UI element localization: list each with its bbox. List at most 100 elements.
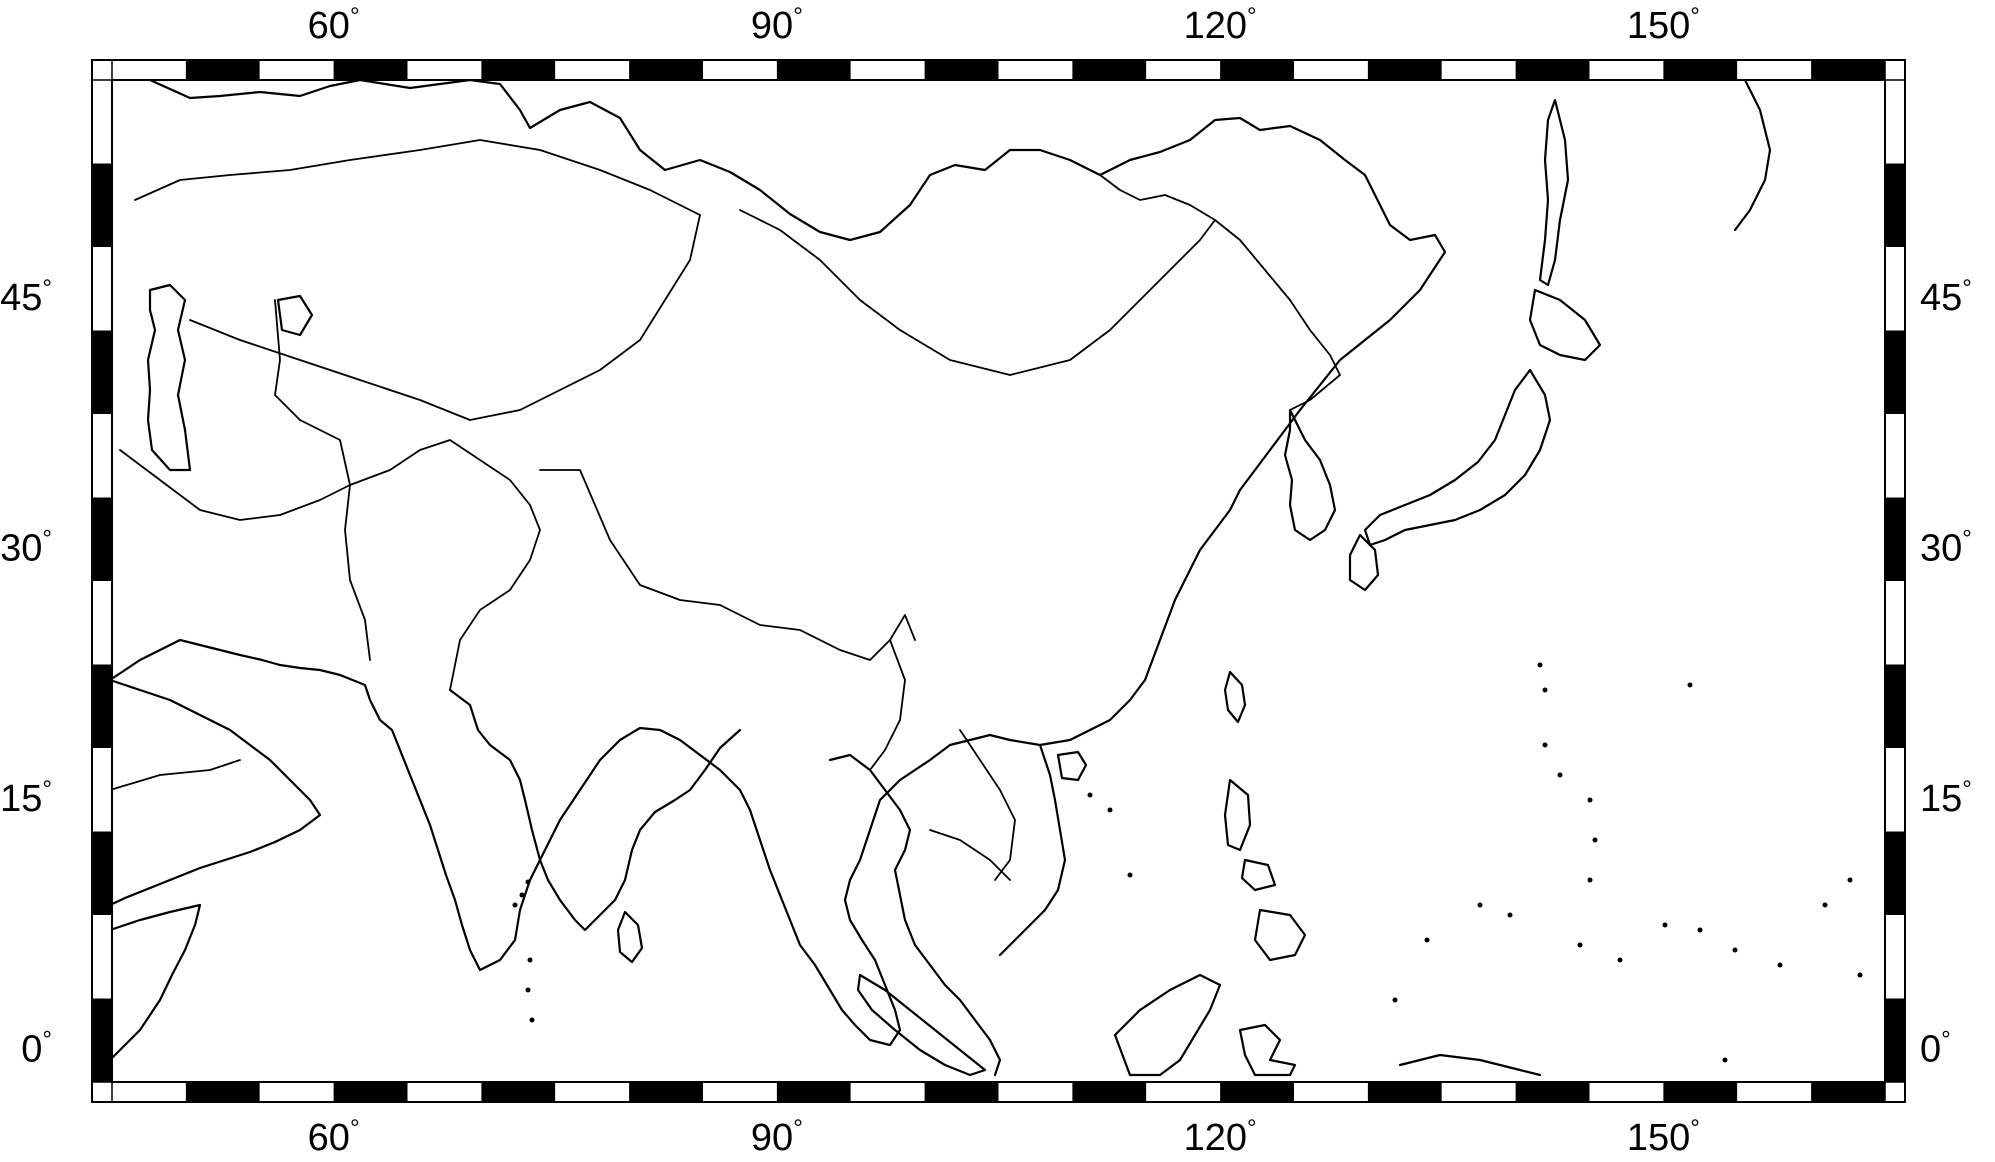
coastline-sakhalin <box>1538 98 1570 287</box>
frame-corner <box>1884 1081 1906 1103</box>
frame-band-bottom <box>1663 1082 1738 1102</box>
lon-label-top: 150° <box>1627 3 1700 47</box>
frame-band-left <box>92 664 112 748</box>
lon-label-bottom: 90° <box>751 1115 803 1159</box>
border-turkmenistan <box>274 299 351 486</box>
island-dot <box>525 879 531 885</box>
coastline-taiwan <box>1223 670 1247 724</box>
frame-band-bottom <box>629 1082 703 1102</box>
island-dot <box>1537 662 1543 668</box>
frame-band-top <box>1220 60 1294 80</box>
lat-label-left: 15° <box>0 776 52 820</box>
frame-band-bottom <box>112 1082 186 1102</box>
frame-corner <box>1884 59 1906 81</box>
coastline-hokkaido <box>1528 288 1602 362</box>
island-dot <box>529 1017 535 1023</box>
frame-band-top <box>629 60 703 80</box>
island-dot <box>1722 1057 1728 1063</box>
frame-band-right <box>1885 497 1905 581</box>
border-russia-kazakhstan <box>134 139 701 216</box>
border-myanmar <box>869 639 906 771</box>
border-laos-vietnam <box>959 729 1016 881</box>
frame-band-left <box>92 330 112 414</box>
frame-band-top <box>185 60 260 80</box>
frame-band-right <box>1885 915 1905 999</box>
frame-band-right <box>1885 998 1905 1082</box>
island-dot <box>1857 972 1863 978</box>
island-dot <box>1127 872 1133 878</box>
lon-label-top: 60° <box>308 3 360 47</box>
frame-band-top <box>333 60 408 80</box>
frame-band-top <box>1441 60 1516 80</box>
land-outlines <box>108 70 1772 1077</box>
frame-band-left <box>92 163 112 247</box>
frame-band-bottom <box>703 1082 777 1102</box>
island-dot <box>525 987 531 993</box>
island-dot <box>1577 942 1583 948</box>
border-iran <box>119 449 371 661</box>
coastline-arabia <box>108 678 322 907</box>
frame-band-right <box>1885 163 1905 247</box>
border-china-north <box>1214 219 1341 411</box>
frame-band-top <box>776 60 851 80</box>
lat-label-left: 30° <box>0 526 52 570</box>
frame-band-bottom <box>1811 1082 1885 1102</box>
island-dot <box>1687 682 1693 688</box>
border-kazakhstan-south <box>189 214 701 421</box>
frame-band-left <box>92 915 112 999</box>
lon-label-bottom: 60° <box>308 1115 360 1159</box>
frame-band-top <box>555 60 630 80</box>
frame-band-bottom <box>924 1082 999 1102</box>
frame-band-left <box>92 581 112 665</box>
border-mongolia <box>739 174 1216 376</box>
frame-band-bottom <box>1367 1082 1442 1102</box>
island-dot <box>1662 922 1668 928</box>
coastline-sumatra <box>856 973 987 1077</box>
island-dot <box>1592 837 1598 843</box>
island-dot <box>1557 772 1563 778</box>
frame-band-top <box>1367 60 1442 80</box>
frame-band-top <box>924 60 999 80</box>
island-dot <box>1822 902 1828 908</box>
frame-band-bottom <box>555 1082 630 1102</box>
coastline-india <box>448 688 742 932</box>
frame-band-right <box>1885 748 1905 832</box>
coastline-new-guinea <box>1398 1053 1542 1077</box>
frame-band-bottom <box>850 1082 925 1102</box>
coastline-visayas <box>1240 858 1277 892</box>
border-thailand-cambodia <box>929 829 1011 881</box>
frame-band-right <box>1885 831 1905 915</box>
frame-band-bottom <box>998 1082 1073 1102</box>
coastline-korea <box>1283 408 1337 542</box>
caspian-sea-shore <box>146 283 192 472</box>
coastline-kyushu <box>1348 533 1380 592</box>
coastline-vietnam <box>998 743 1067 957</box>
lat-label-right: 15° <box>1920 776 1972 820</box>
frame-band-bottom <box>776 1082 851 1102</box>
aral-sea-shore <box>276 294 314 337</box>
frame-band-left <box>92 247 112 331</box>
frame-band-top <box>1146 60 1221 80</box>
frame-band-top <box>259 60 334 80</box>
lat-label-right: 45° <box>1920 275 1972 319</box>
island-dots <box>512 662 1863 1063</box>
frame-band-left <box>92 80 112 164</box>
island-dot <box>1587 877 1593 883</box>
frame-band-bottom <box>1146 1082 1221 1102</box>
frame-band-top <box>407 60 482 80</box>
coastline-honshu <box>1363 368 1552 547</box>
frame-band-right <box>1885 664 1905 748</box>
island-dot <box>1507 912 1513 918</box>
frame-band-top <box>1737 60 1812 80</box>
lat-label-left: 45° <box>0 275 52 319</box>
lat-label-right: 30° <box>1920 526 1972 570</box>
coastline-africa-horn <box>108 903 202 1062</box>
island-dot <box>1542 687 1548 693</box>
frame-band-bottom <box>1220 1082 1294 1102</box>
frame-band-left <box>92 998 112 1082</box>
frame-band-left <box>92 497 112 581</box>
island-dot <box>1107 807 1113 813</box>
frame-band-left <box>92 414 112 498</box>
lat-label-left: 0° <box>21 1027 52 1071</box>
